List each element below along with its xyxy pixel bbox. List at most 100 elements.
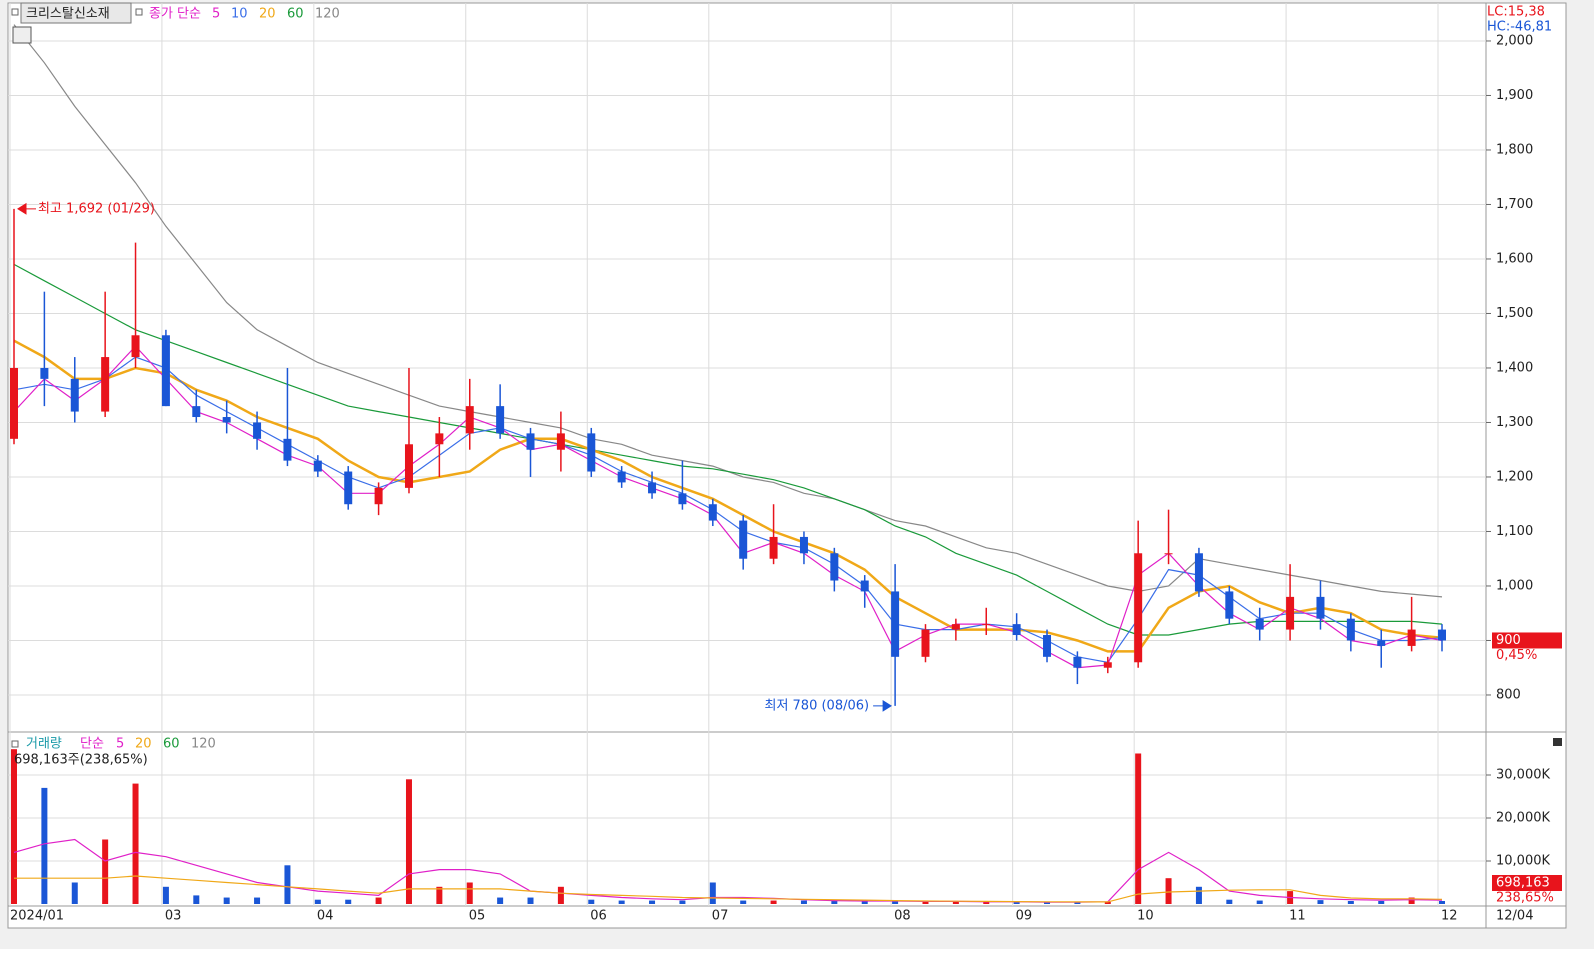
candle-body	[344, 471, 353, 505]
legend-entry: 10	[231, 7, 248, 22]
candle-body	[617, 471, 626, 483]
ma-line	[13, 345, 1443, 669]
volume-bar	[1378, 900, 1385, 904]
volume-bar	[831, 900, 838, 904]
panel-button[interactable]	[1553, 738, 1562, 746]
candle-body	[587, 433, 596, 472]
y-tick-label: 1,500	[1496, 306, 1533, 321]
volume-bar	[375, 897, 382, 904]
chart-frame	[7, 2, 1567, 929]
candle-body	[131, 335, 140, 358]
ma-line	[13, 356, 1443, 663]
table-icon[interactable]	[12, 26, 32, 44]
x-tick-label: 11	[1289, 909, 1306, 924]
volume-bar	[254, 897, 261, 904]
volume-bar	[1104, 901, 1111, 904]
price-box	[1492, 632, 1562, 649]
legend-icon	[135, 8, 143, 16]
candle-body	[678, 493, 687, 505]
volume-bar	[922, 901, 929, 904]
y-tick-label: 1,800	[1496, 142, 1533, 157]
y-tick-label: 1,400	[1496, 360, 1533, 375]
candle-body	[374, 487, 383, 505]
volume-bar	[1195, 886, 1202, 904]
ma-line	[14, 875, 1443, 903]
x-tick-label: 08	[894, 909, 911, 924]
arrow	[17, 202, 36, 215]
volume-bar	[983, 901, 990, 904]
volume-bar	[11, 749, 17, 904]
candle-body	[253, 422, 262, 439]
candle-body	[921, 629, 930, 657]
candle-body	[1194, 553, 1203, 592]
y-tick-label: 1,700	[1496, 197, 1533, 212]
candle-body	[891, 591, 900, 657]
legend-entry: 120	[191, 737, 216, 752]
ma-line	[13, 838, 1443, 903]
legend-entry: 20	[259, 7, 276, 22]
volume-bar	[1044, 902, 1051, 904]
volume-bar	[284, 865, 291, 904]
volume-bar	[102, 839, 109, 904]
volume-bar	[892, 900, 899, 904]
stock-name[interactable]: 크리스탈신소재	[26, 7, 110, 22]
volume-bar	[436, 886, 443, 904]
volume-bar	[345, 899, 352, 904]
volume-bar	[800, 900, 807, 904]
volume-bar	[497, 897, 504, 904]
y-tick-label: 1,300	[1496, 415, 1533, 430]
candle-body	[192, 406, 201, 418]
stock-button[interactable]	[20, 2, 132, 24]
x-tick-label: 2024/01	[10, 909, 64, 924]
candle-body	[496, 406, 505, 434]
candle-body	[161, 335, 170, 407]
volume-bar	[314, 899, 321, 904]
volume-bar	[679, 900, 686, 904]
high-annotation: 최고 1,692 (01/29)	[38, 201, 155, 216]
marks	[10, 24, 1446, 904]
volume-bar	[1013, 901, 1020, 904]
y-tick-label: 2,000	[1496, 33, 1533, 48]
volume-bar	[740, 900, 747, 904]
volume-bar	[588, 899, 595, 904]
candle-body	[435, 433, 444, 445]
legend-entry: 20	[135, 737, 152, 752]
y-tick-label: 1,900	[1496, 88, 1533, 103]
volume-bar	[1074, 902, 1081, 904]
last-volume: 698,163	[1496, 876, 1550, 891]
low-annotation: 최저 780 (08/06)	[764, 698, 869, 713]
candle-body	[830, 553, 839, 581]
candle-body	[1438, 629, 1446, 641]
candle-body	[769, 536, 778, 559]
x-tick-label: 05	[469, 909, 486, 924]
x-tick-label: 03	[165, 909, 182, 924]
candle-body	[739, 520, 748, 559]
volume-bar	[223, 897, 230, 904]
volume-bar	[1317, 900, 1324, 904]
volume-info: 698,163주(238,65%)	[14, 753, 148, 768]
x-tick-label: 09	[1016, 909, 1033, 924]
y-tick-label: 1,100	[1496, 524, 1533, 539]
candle-body	[101, 357, 110, 412]
volume-bar	[405, 779, 412, 904]
legend-prefix: 종가 단순	[149, 7, 201, 22]
volume-bar	[861, 900, 868, 904]
candle-body	[556, 433, 565, 450]
candle-body	[648, 482, 657, 494]
candle-body	[860, 580, 869, 592]
candle-body	[708, 504, 717, 521]
candle-body	[1286, 596, 1295, 630]
y-tick-label: 10,000K	[1496, 853, 1550, 868]
labels: 크리스탈신소재 종가 단순 거래량 단순 698,163주(238,65%) L…	[10, 2, 1562, 924]
candle-body	[1012, 624, 1021, 636]
volume-bar	[1226, 899, 1233, 904]
legend-entry: 5	[116, 737, 124, 752]
candle-body	[1043, 635, 1052, 657]
candle-body	[222, 417, 231, 423]
candle-body	[799, 536, 808, 554]
volume-ratio: 238,65%	[1496, 891, 1554, 906]
candle-body	[10, 367, 18, 439]
legend-icon	[11, 8, 19, 16]
candle-body	[526, 433, 535, 450]
